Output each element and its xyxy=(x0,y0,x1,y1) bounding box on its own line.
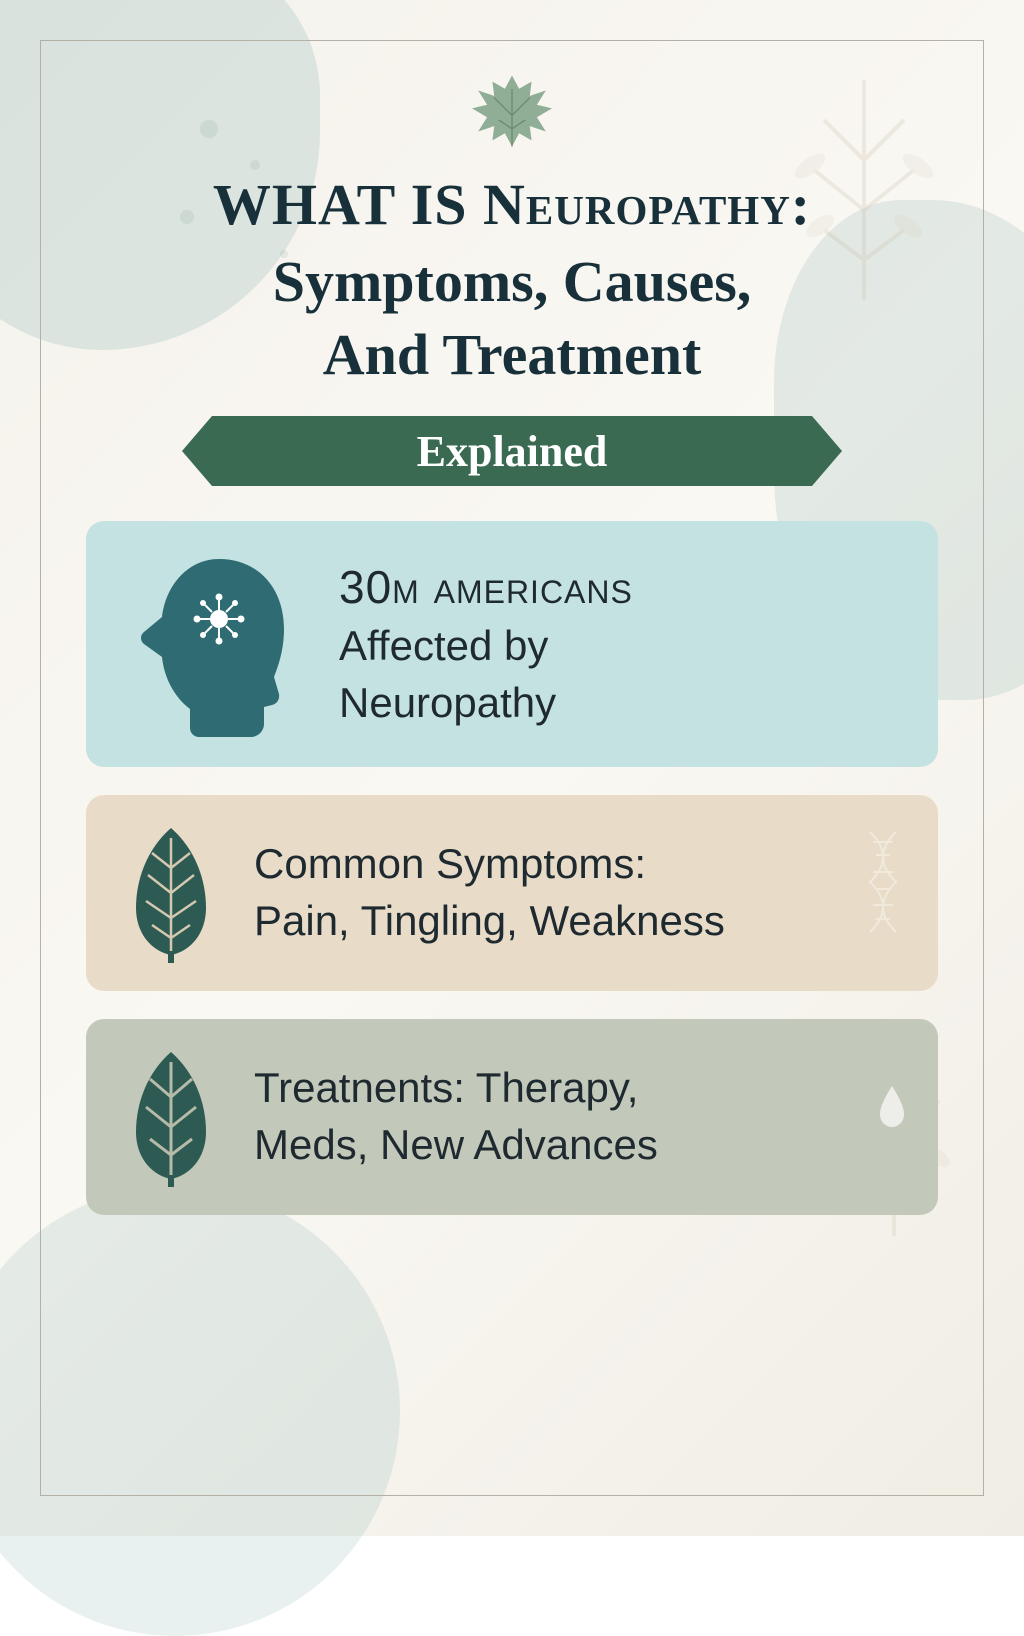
subtitle-line-2: And Treatment xyxy=(213,319,811,392)
info-cards: 30m americans Affected by Neuropathy Com… xyxy=(86,521,938,1215)
leaf-outline-icon xyxy=(124,1047,219,1187)
water-drop-icon xyxy=(876,1084,908,1129)
head-profile-icon xyxy=(124,549,304,739)
leaf-icon xyxy=(124,823,219,963)
title-line-1: WHAT IS Neuropathy: xyxy=(213,171,811,238)
maple-leaf-icon xyxy=(467,71,557,151)
content-frame: WHAT IS Neuropathy: Symptoms, Causes, An… xyxy=(40,40,984,1496)
stat-text: 30m americans Affected by Neuropathy xyxy=(339,556,900,731)
banner-label: Explained xyxy=(417,426,608,477)
stat-card: 30m americans Affected by Neuropathy xyxy=(86,521,938,767)
neuron-icon xyxy=(194,594,245,645)
subtitle-line-1: Symptoms, Causes, xyxy=(213,246,811,319)
treatments-card: Treatnents: Therapy, Meds, New Advances xyxy=(86,1019,938,1215)
treatments-text: Treatnents: Therapy, Meds, New Advances xyxy=(254,1060,900,1173)
explained-banner: Explained xyxy=(212,416,812,486)
symptoms-card: Common Symptoms: Pain, Tingling, Weaknes… xyxy=(86,795,938,991)
symptoms-text: Common Symptoms: Pain, Tingling, Weaknes… xyxy=(254,836,900,949)
title-block: WHAT IS Neuropathy: Symptoms, Causes, An… xyxy=(213,171,811,391)
dna-helix-icon xyxy=(858,827,908,937)
